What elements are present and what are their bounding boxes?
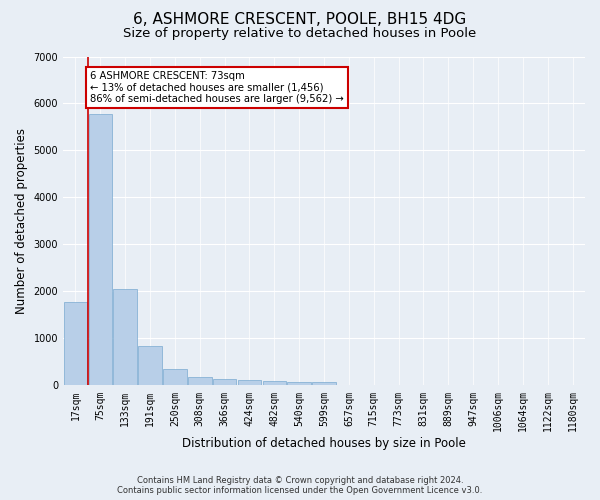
Bar bbox=[163, 370, 187, 386]
Bar bbox=[263, 380, 286, 386]
Bar bbox=[287, 382, 311, 386]
Text: 6 ASHMORE CRESCENT: 73sqm
← 13% of detached houses are smaller (1,456)
86% of se: 6 ASHMORE CRESCENT: 73sqm ← 13% of detac… bbox=[90, 70, 344, 104]
Bar bbox=[64, 302, 87, 386]
Bar bbox=[188, 376, 212, 386]
Text: 6, ASHMORE CRESCENT, POOLE, BH15 4DG: 6, ASHMORE CRESCENT, POOLE, BH15 4DG bbox=[133, 12, 467, 28]
X-axis label: Distribution of detached houses by size in Poole: Distribution of detached houses by size … bbox=[182, 437, 466, 450]
Text: Contains HM Land Registry data © Crown copyright and database right 2024.
Contai: Contains HM Land Registry data © Crown c… bbox=[118, 476, 482, 495]
Text: Size of property relative to detached houses in Poole: Size of property relative to detached ho… bbox=[124, 28, 476, 40]
Bar bbox=[238, 380, 261, 386]
Bar bbox=[138, 346, 162, 386]
Bar bbox=[312, 382, 336, 386]
Y-axis label: Number of detached properties: Number of detached properties bbox=[15, 128, 28, 314]
Bar bbox=[213, 380, 236, 386]
Bar bbox=[113, 288, 137, 386]
Bar bbox=[89, 114, 112, 386]
